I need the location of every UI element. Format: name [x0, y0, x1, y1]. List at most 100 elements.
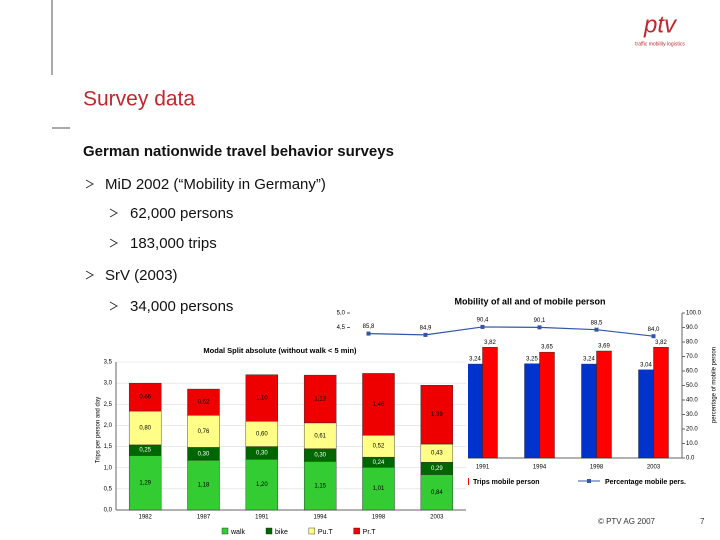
y2-tick-label: 40.0 [686, 398, 698, 404]
value-label: 3,24 [469, 357, 481, 363]
legend-swatch [353, 527, 360, 535]
bar-segment [187, 388, 220, 416]
bar [467, 363, 483, 459]
modal-split-chart: Modal Split absolute (without walk < 5 m… [92, 340, 468, 540]
copyright: © PTV AG 2007 [598, 517, 656, 526]
y2-tick-label: 90.0 [686, 325, 698, 331]
value-label: 0,30 [314, 453, 326, 459]
line-marker [594, 327, 599, 332]
y-axis-label: Trips per person and day [96, 397, 102, 463]
chart-title: Mobility of all and of mobile person [454, 296, 605, 306]
line-marker [423, 332, 428, 337]
value-label: 0,66 [139, 395, 151, 401]
y2-axis-label: percentage of mobile person [712, 347, 718, 423]
bar-segment [362, 467, 395, 511]
x-tick-label: 1991 [255, 515, 269, 521]
x-tick-label: 1987 [197, 515, 211, 521]
x-tick-label: 1982 [138, 515, 152, 521]
y-tick-label: 3,5 [104, 360, 113, 366]
y2-tick-label: 10.0 [686, 441, 698, 447]
value-label: 85,8 [363, 324, 375, 330]
bar [653, 347, 669, 459]
value-label: 0,30 [198, 451, 210, 457]
value-label: 88,5 [591, 320, 603, 326]
line-marker [537, 325, 542, 330]
value-label: 3,65 [541, 345, 553, 351]
value-label: 1,13 [314, 397, 326, 403]
y2-tick-label: 20.0 [686, 427, 698, 433]
x-tick-label: 2003 [647, 465, 661, 471]
y-tick-label: 4,5 [337, 325, 346, 331]
value-label: 3,24 [583, 357, 595, 363]
value-label: 1,39 [431, 412, 443, 418]
legend-label: Pr.T [363, 529, 377, 536]
value-label: 0,29 [431, 466, 443, 472]
bar-segment [245, 459, 279, 511]
bullet: SrV (2003) [105, 267, 178, 284]
y-tick-label: 2,5 [104, 402, 113, 408]
value-label: 3,82 [655, 340, 667, 346]
sub-bullet: 34,000 persons [130, 298, 233, 315]
value-label: 1,18 [198, 483, 210, 489]
bullet-marker [109, 301, 119, 311]
y2-tick-label: 70.0 [686, 354, 698, 360]
x-tick-label: 1994 [533, 465, 547, 471]
value-label: 3,82 [484, 340, 496, 346]
bullet-marker [85, 179, 95, 189]
page-number: 7 [700, 517, 705, 526]
bar-segment [245, 374, 279, 422]
legend-swatch [265, 527, 273, 535]
legend-swatch [308, 527, 316, 535]
x-tick-label: 1998 [590, 465, 604, 471]
bar-segment [128, 455, 162, 511]
legend-label: Trips mobile person [473, 479, 540, 486]
value-label: 3,25 [526, 356, 538, 362]
value-label: 3,69 [598, 344, 610, 350]
bullet-marker [109, 238, 119, 248]
y-tick-label: 0,5 [104, 486, 113, 492]
legend-label: bike [275, 529, 288, 536]
bar [482, 347, 498, 459]
bar-segment [420, 474, 454, 511]
y2-tick-label: 0.0 [686, 456, 695, 462]
sub-bullet: 183,000 trips [130, 235, 217, 252]
x-tick-label: 1998 [372, 515, 386, 521]
value-label: 1,15 [314, 483, 326, 489]
x-tick-label: 2003 [430, 515, 444, 521]
line-marker [480, 324, 485, 329]
bar-segment [187, 415, 220, 448]
value-label: 0,60 [256, 431, 268, 437]
bar [524, 363, 540, 459]
legend-swatch [221, 527, 229, 535]
bar [539, 351, 555, 459]
y2-tick-label: 100.0 [686, 311, 702, 317]
bar-segment [245, 421, 279, 447]
value-label: 0,25 [139, 448, 151, 454]
y-tick-label: 3,0 [104, 381, 113, 387]
bar-segment [303, 461, 337, 511]
line-marker [366, 331, 371, 336]
chart-title: Modal Split absolute (without walk < 5 m… [203, 346, 357, 355]
line [368, 326, 654, 337]
value-label: 0,80 [139, 426, 151, 432]
value-label: 0,24 [373, 460, 385, 466]
x-tick-label: 1994 [313, 515, 327, 521]
y2-tick-label: 60.0 [686, 369, 698, 375]
y2-tick-label: 80.0 [686, 340, 698, 346]
bar-segment [303, 422, 337, 449]
value-label: 1,29 [139, 480, 151, 486]
value-label: 0,84 [431, 490, 443, 496]
value-label: 0,30 [256, 450, 268, 456]
y-tick-label: 2,0 [104, 423, 113, 429]
legend-swatch [587, 479, 591, 483]
bullet-marker [85, 270, 95, 280]
bar-segment [362, 373, 395, 436]
legend-label: Percentage mobile pers. [605, 479, 686, 486]
legend-label: Pu.T [318, 529, 334, 536]
bar-segment [128, 382, 162, 412]
y-tick-label: 1,0 [104, 465, 113, 471]
value-label: 90,4 [477, 317, 489, 323]
bar [638, 369, 654, 459]
value-label: 1,20 [256, 482, 268, 488]
